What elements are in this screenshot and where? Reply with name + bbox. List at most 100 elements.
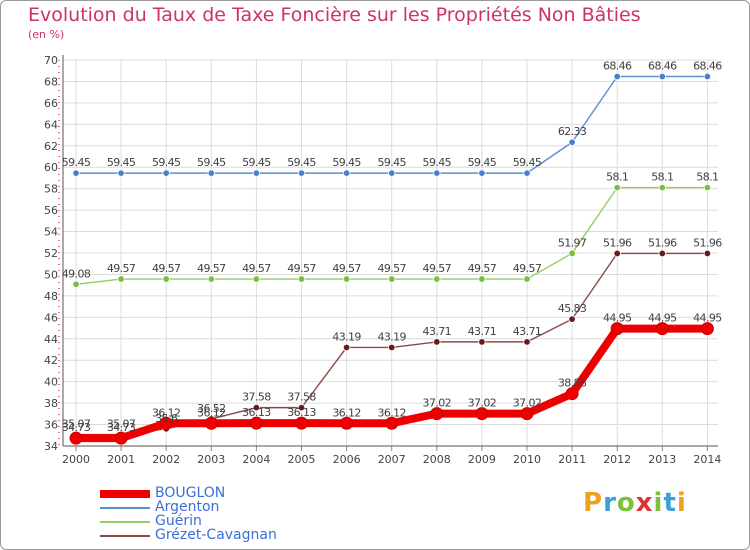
data-label: 59.45 [107,156,136,169]
data-label: 59.45 [197,156,226,169]
data-label: 59.45 [287,156,316,169]
data-label: 37.58 [242,391,271,404]
y-unit-label: (en %) [28,28,65,41]
data-point [433,338,441,346]
data-label: 58.1 [696,171,718,184]
y-tick-label: 46 [44,311,58,324]
data-point [295,416,308,430]
y-tick-label: 42 [44,354,58,367]
data-point [430,407,444,421]
data-label: 49.57 [513,262,542,275]
x-tick-label: 2011 [558,453,586,466]
y-tick-label: 44 [44,333,58,346]
data-point [249,416,263,430]
data-point [703,249,712,258]
data-point [388,169,396,177]
data-point [478,275,486,283]
y-tick-label: 68 [44,75,58,88]
data-point [117,275,125,283]
y-tick-label: 70 [44,54,58,67]
x-tick-label: 2012 [603,453,631,466]
data-point [523,169,531,177]
data-label: 58.1 [651,171,673,184]
data-point [342,343,351,352]
data-label: 45.83 [558,302,587,315]
data-label: 43.19 [332,330,361,343]
data-point [117,169,125,177]
x-tick-label: 2006 [333,453,361,466]
data-point [207,169,215,177]
data-point [703,72,712,81]
data-point [655,322,669,336]
logo-letter: i [653,488,664,518]
legend-label: Argenton [155,499,220,515]
data-label: 59.45 [377,156,406,169]
data-point [388,343,396,352]
y-tick-label: 34 [44,440,58,453]
logo-letter: r [603,488,617,518]
y-tick-label: 54 [44,226,58,239]
data-label: 35.07 [107,418,136,431]
data-label: 34.73 [107,421,136,434]
data-point [523,338,531,346]
legend-swatch [100,521,150,523]
data-label: 51.96 [693,236,722,249]
data-label: 59.45 [332,156,361,169]
data-point [159,416,173,430]
data-point [162,275,170,283]
legend-item-guerin: Guérin [100,513,360,529]
x-tick-label: 2000 [62,453,90,466]
data-label: 58.1 [606,171,628,184]
data-label: 35.6 [155,412,178,425]
data-label: 51.96 [603,236,632,249]
data-label: 68.46 [693,60,722,73]
y-tick-label: 60 [44,161,58,174]
logo-letter: P [583,488,604,518]
data-label: 43.71 [423,325,452,338]
logo-letter: x [635,488,654,518]
data-label: 36.12 [152,406,181,419]
y-tick-label: 40 [44,376,58,389]
data-point [114,431,128,445]
data-label: 43.71 [513,325,542,338]
data-label: 35.07 [62,418,91,431]
data-label: 49.57 [197,262,226,275]
data-point [433,169,441,177]
y-tick-label: 66 [44,97,58,110]
data-point [610,322,624,336]
data-label: 51.97 [558,236,587,249]
data-point [613,249,621,258]
data-label: 49.57 [287,262,316,275]
data-label: 49.57 [242,262,271,275]
legend-item-grezet-cavagnan: Grézet-Cavagnan [100,527,360,543]
data-point [658,249,666,258]
data-point [613,183,621,192]
data-label: 44.95 [603,312,632,325]
data-point [478,169,486,177]
legend-swatch [100,507,150,509]
data-point [475,407,489,421]
page-title: Evolution du Taux de Taxe Foncière sur l… [28,4,641,26]
legend-swatch [100,535,150,537]
data-point [565,387,579,401]
data-point [478,338,486,346]
proxiti-logo: Proxiti [583,488,687,518]
data-point [433,275,441,283]
data-label: 59.45 [242,156,271,169]
data-label: 34.73 [62,421,91,434]
data-label: 51.96 [648,236,677,249]
y-tick-label: 38 [44,397,58,410]
y-tick-label: 48 [44,290,58,303]
x-tick-label: 2014 [693,453,721,466]
data-point [297,403,306,412]
data-label: 36.52 [197,402,226,415]
data-label: 49.57 [332,262,361,275]
legend-label: BOUGLON [155,485,226,501]
data-point [658,72,666,81]
data-point [162,169,170,177]
data-label: 59.45 [513,156,542,169]
x-tick-label: 2013 [648,453,676,466]
data-label: 59.45 [62,156,91,169]
data-label: 49.57 [107,262,136,275]
x-tick-label: 2007 [378,453,406,466]
